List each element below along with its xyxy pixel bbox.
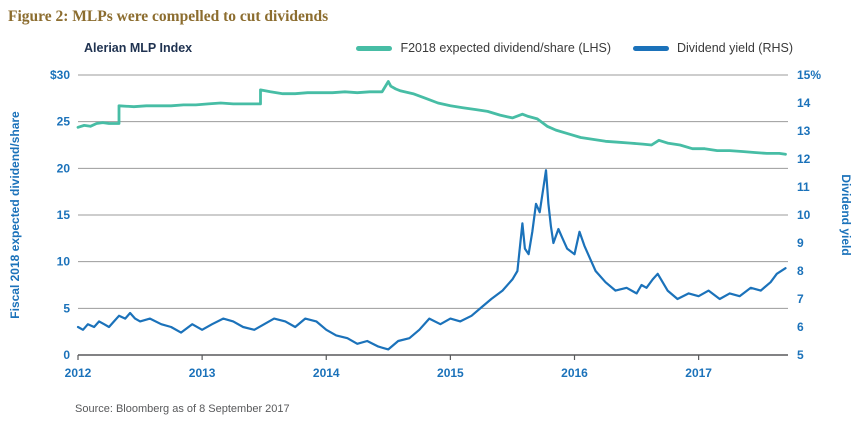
legend-label-dividend-yield: Dividend yield (RHS) [676,41,793,55]
right-axis-tick-label: 9 [797,236,804,250]
x-axis-tick-label: 2015 [437,366,464,380]
left-axis-tick-label: 0 [63,348,70,362]
right-axis-tick-label: 8 [797,264,804,278]
left-axis-tick-label: 5 [63,301,70,315]
right-axis-tick-label: 7 [797,292,804,306]
legend-item-expected-dividend: F2018 expected dividend/share (LHS) [356,41,611,55]
right-axis-tick-label: 14 [797,96,811,110]
left-axis-tick-label: 10 [57,255,71,269]
legend: F2018 expected dividend/share (LHS) Divi… [356,41,793,55]
x-axis-tick-label: 2014 [313,366,340,380]
left-axis-tick-label: 25 [57,115,71,129]
legend-item-dividend-yield: Dividend yield (RHS) [632,41,793,55]
legend-label-expected-dividend: F2018 expected dividend/share (LHS) [400,41,611,55]
left-axis-tick-label: 20 [57,161,71,175]
x-axis-tick-label: 2013 [189,366,216,380]
chart-label: Alerian MLP Index [84,41,193,55]
right-axis-tick-label: 6 [797,320,804,334]
right-axis-tick-label: 13 [797,124,811,138]
right-axis-tick-label: 15% [797,68,821,82]
source-note: Source: Bloomberg as of 8 September 2017 [75,403,290,415]
series-line-dividend-yield [76,169,787,351]
right-axis-tick-label: 5 [797,348,804,362]
legend-swatch-teal-line [356,45,393,51]
right-axis-tick-label: 12 [797,152,811,166]
right-axis-tick-label: 10 [797,208,811,222]
left-axis-tick-label: 15 [57,208,71,222]
legend-swatch-blue-line [632,45,669,51]
right-axis-tick-label: 11 [797,180,810,194]
x-axis-tick-label: 2017 [685,366,712,380]
left-axis-tick-label: $30 [50,68,70,82]
x-axis-tick-label: 2016 [561,366,588,380]
figure-title: Figure 2: MLPs were compelled to cut div… [8,8,329,25]
series-line-expected-dividend [76,80,787,156]
x-axis-tick-label: 2012 [65,366,92,380]
